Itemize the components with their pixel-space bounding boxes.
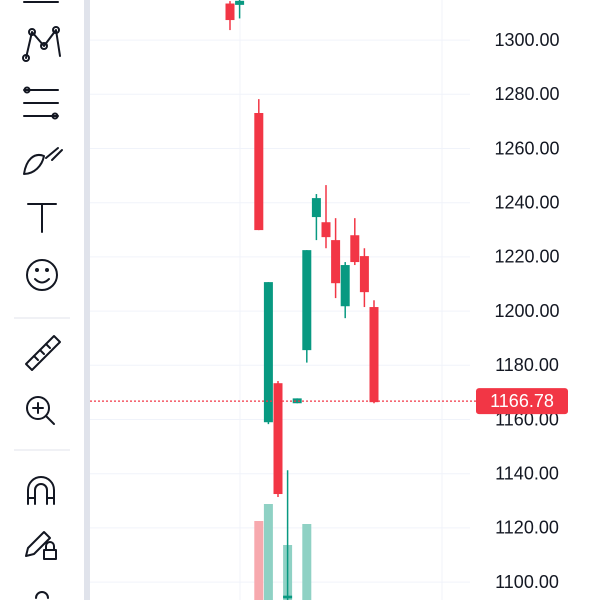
y-tick-label: 1280.00 xyxy=(494,84,559,104)
candle-body xyxy=(311,198,321,218)
tool-emoji[interactable] xyxy=(26,259,58,291)
tool-text[interactable] xyxy=(27,203,57,233)
y-tick-label: 1260.00 xyxy=(494,138,559,158)
candle-body xyxy=(302,250,312,351)
volume-bar xyxy=(254,521,264,600)
y-tick-label: 1140.00 xyxy=(495,463,559,483)
tool-zoom[interactable] xyxy=(26,396,55,425)
candle-body xyxy=(292,398,302,404)
candle-body xyxy=(359,256,369,293)
y-tick-label: 1200.00 xyxy=(494,301,559,321)
last-price-tag xyxy=(476,388,568,415)
tool-fib[interactable] xyxy=(23,86,59,120)
candle-body xyxy=(254,113,264,231)
candle-body xyxy=(331,240,341,284)
toolbar xyxy=(14,1,70,599)
tool-more[interactable] xyxy=(35,591,49,599)
candle-body xyxy=(340,265,350,307)
tool-ruler[interactable] xyxy=(25,335,61,371)
y-tick-label: 1180.00 xyxy=(495,355,559,375)
volume-bar xyxy=(302,524,312,600)
tool-pattern[interactable] xyxy=(22,26,61,62)
tool-magnet[interactable] xyxy=(27,476,55,505)
candle-body xyxy=(283,595,293,599)
toolbar-edge xyxy=(84,0,90,600)
candle-body xyxy=(273,383,283,495)
y-tick-label: 1300.00 xyxy=(494,30,559,50)
candle-body xyxy=(263,282,273,423)
y-tick-label: 1160.00 xyxy=(495,409,559,429)
tool-brush[interactable] xyxy=(23,147,63,175)
y-tick-label: 1100.00 xyxy=(495,572,559,592)
candle-body xyxy=(225,3,235,21)
candle-body xyxy=(321,222,331,238)
volume-bar xyxy=(263,504,273,600)
tool-lock-draw[interactable] xyxy=(25,531,57,560)
y-tick-label: 1220.00 xyxy=(494,247,559,267)
candle-body xyxy=(369,307,379,403)
y-tick-label: 1240.00 xyxy=(494,192,559,212)
candle-body xyxy=(235,0,245,5)
last-price-label: 1166.78 xyxy=(490,391,554,411)
candle-body xyxy=(350,235,360,263)
y-tick-label: 1120.00 xyxy=(495,518,559,538)
